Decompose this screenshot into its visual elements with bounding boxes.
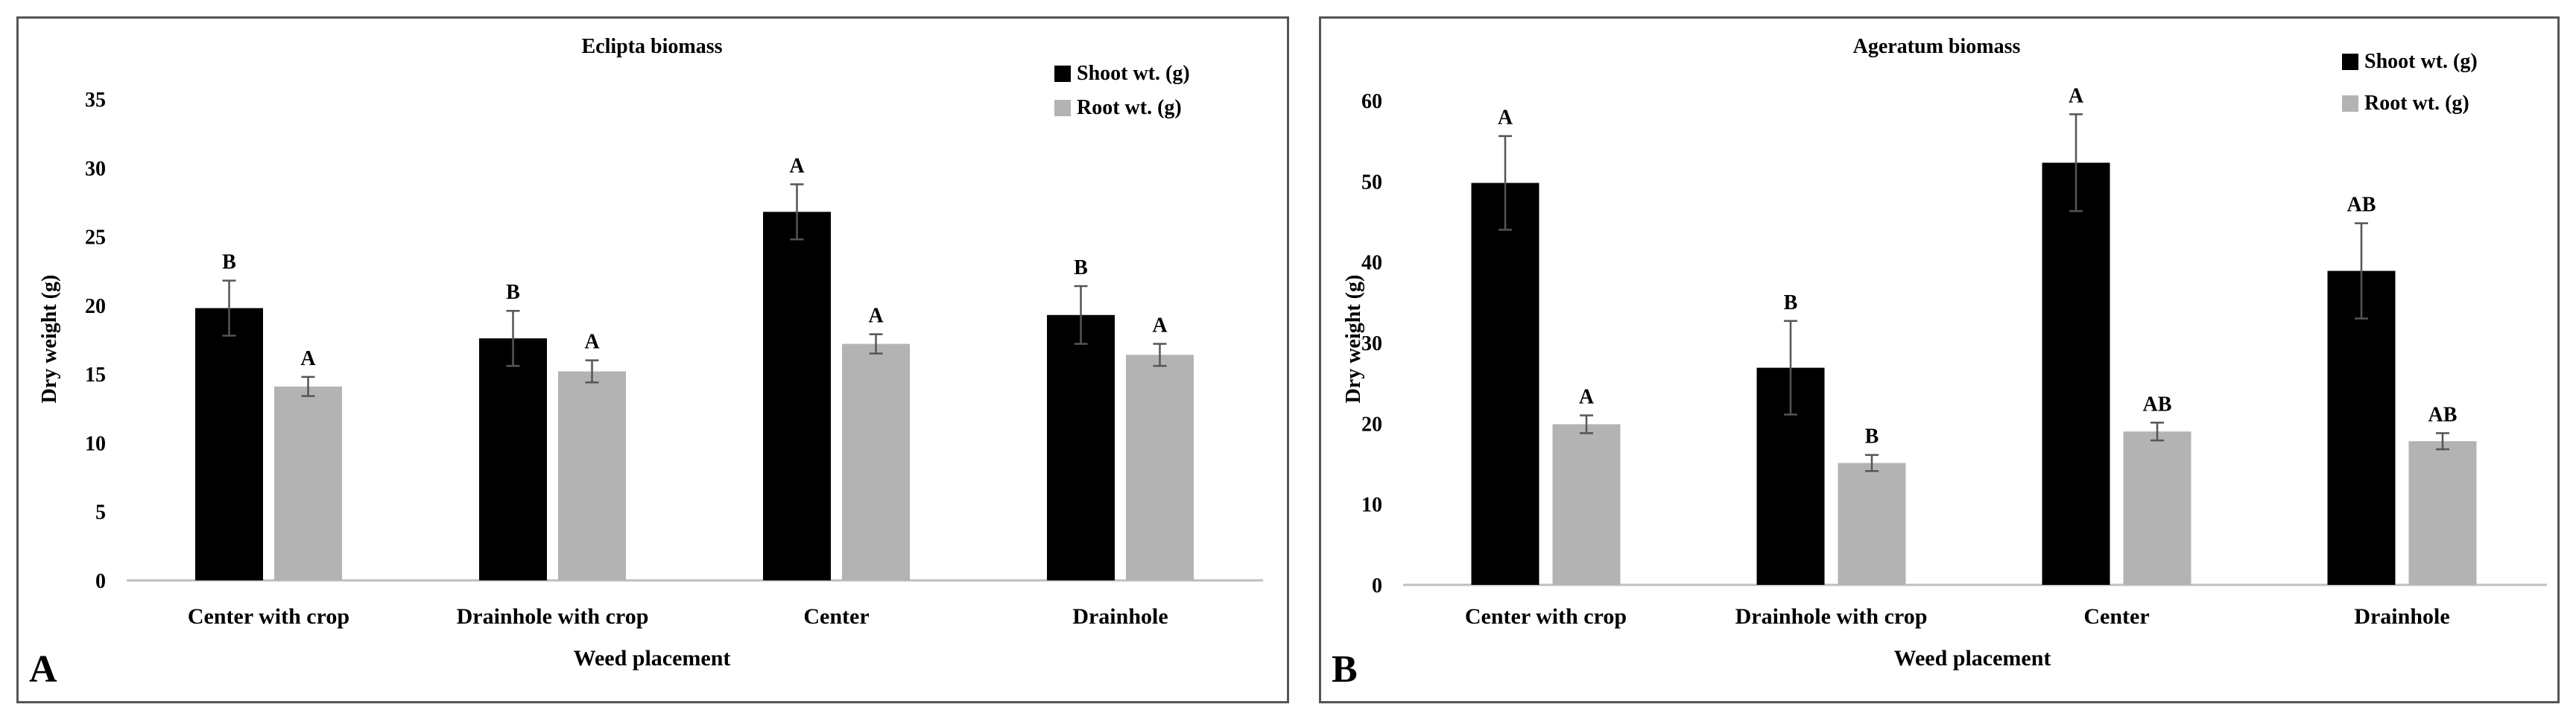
bar-shoot: [195, 308, 263, 580]
bar-shoot: [479, 338, 547, 580]
legend-swatch-shoot: [2342, 54, 2358, 70]
significance-letter: A: [2069, 84, 2084, 107]
panel-label: B: [1332, 648, 1358, 691]
significance-letter: AB: [2347, 194, 2376, 217]
significance-letter: A: [1152, 314, 1168, 338]
bar-root: [1838, 463, 1906, 585]
chart-panel-b: Ageratum biomass 0 10 20 30 40 50 60 A A Center wi…: [1319, 16, 2560, 703]
y-tick-label: 10: [1361, 494, 1382, 517]
bar-shoot: [2327, 270, 2396, 585]
legend-label: Shoot wt. (g): [1077, 62, 1190, 85]
chart-panel-a: Eclipta biomass 0 5 10 15 20 25 30 35 B A Center wi…: [16, 16, 1289, 703]
bar-root: [842, 343, 910, 580]
significance-letter: A: [868, 305, 884, 328]
y-axis-title: Dry weight (g): [38, 275, 61, 404]
x-category-label: Center with crop: [1465, 604, 1627, 629]
bar-shoot: [763, 212, 831, 580]
bar-root: [2408, 441, 2477, 585]
eclipta-chart: Eclipta biomass 0 5 10 15 20 25 30 35 B A Center wi…: [29, 35, 1263, 691]
significance-letter: B: [222, 251, 236, 274]
y-tick-label: 20: [85, 295, 106, 318]
significance-letter: A: [300, 347, 316, 370]
chart-title: Eclipta biomass: [581, 35, 722, 58]
x-category-label: Center: [803, 604, 869, 629]
bar-root: [1126, 355, 1194, 580]
significance-letter: A: [789, 154, 805, 177]
significance-letter: AB: [2428, 403, 2458, 426]
y-tick-label: 10: [85, 432, 106, 455]
significance-letter: B: [1784, 291, 1798, 314]
y-tick-label: 30: [1361, 332, 1382, 355]
x-axis-title: Weed placement: [574, 646, 731, 671]
y-tick-label: 60: [1361, 90, 1382, 113]
ageratum-chart: Ageratum biomass 0 10 20 30 40 50 60 A A Center wi…: [1332, 35, 2547, 691]
y-axis-title: Dry weight (g): [1342, 275, 1365, 404]
bar-root: [274, 386, 342, 580]
bar-root: [2123, 431, 2192, 585]
x-category-label: Center with crop: [188, 604, 349, 629]
y-tick-label: 15: [85, 364, 106, 387]
legend-swatch-root: [1054, 100, 1071, 116]
legend-label: Root wt. (g): [1077, 96, 1182, 119]
x-category-label: Drainhole with crop: [1735, 604, 1928, 629]
y-tick-label: 40: [1361, 252, 1382, 275]
y-tick-label: 35: [85, 89, 106, 112]
x-axis-title: Weed placement: [1894, 646, 2051, 671]
x-category-label: Drainhole with crop: [457, 604, 649, 629]
x-category-label: Drainhole: [1072, 604, 1168, 629]
y-tick-label: 0: [95, 570, 106, 593]
legend-label: Shoot wt. (g): [2364, 50, 2478, 73]
significance-letter: A: [584, 331, 600, 354]
chart-title: Ageratum biomass: [1853, 35, 2021, 58]
y-tick-label: 25: [85, 226, 106, 250]
legend-swatch-root: [2342, 95, 2358, 112]
y-tick-label: 30: [85, 157, 106, 180]
bar-root: [1552, 424, 1621, 585]
bar-shoot: [1471, 183, 1539, 585]
legend-swatch-shoot: [1054, 66, 1071, 82]
significance-letter: A: [1498, 107, 1513, 130]
y-tick-label: 50: [1361, 171, 1382, 194]
legend-label: Root wt. (g): [2364, 92, 2469, 115]
bar-shoot: [2042, 162, 2110, 585]
y-tick-label: 0: [1372, 574, 1382, 598]
significance-letter: AB: [2143, 393, 2172, 416]
significance-letter: B: [1865, 425, 1879, 449]
y-tick-label: 5: [95, 501, 106, 525]
significance-letter: B: [1074, 256, 1088, 279]
significance-letter: B: [506, 281, 520, 304]
significance-letter: A: [1579, 386, 1595, 409]
bar-shoot: [1047, 314, 1115, 580]
y-tick-label: 20: [1361, 413, 1382, 436]
bar-root: [558, 371, 626, 580]
x-category-label: Drainhole: [2354, 604, 2449, 629]
x-category-label: Center: [2083, 604, 2149, 629]
panel-label: A: [29, 648, 57, 691]
